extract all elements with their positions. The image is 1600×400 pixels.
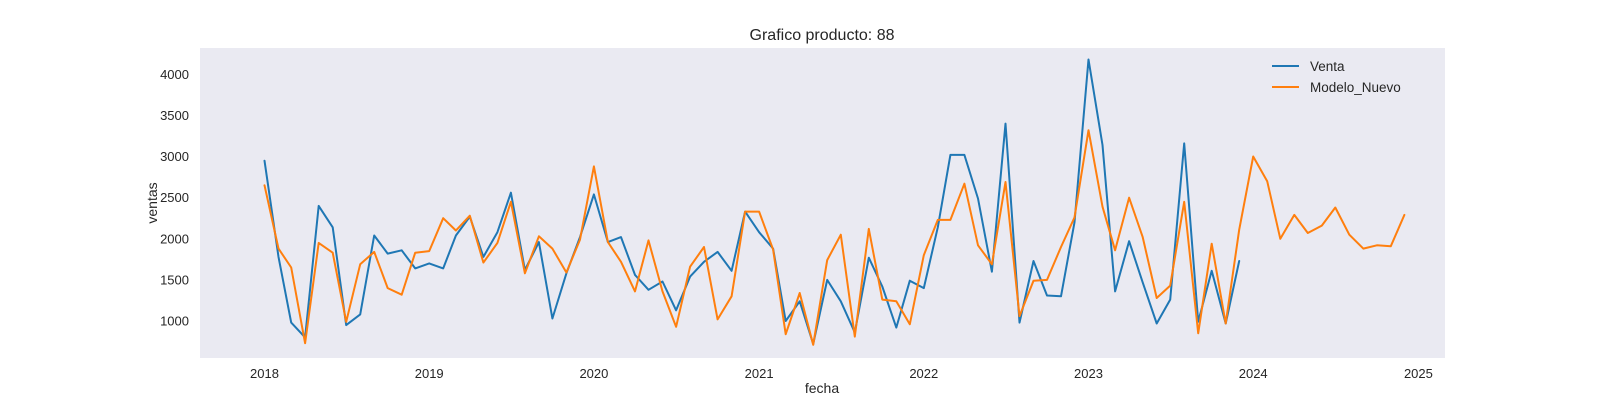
y-tick-label: 3000 [160,149,189,164]
y-tick-labels: 1000 1500 2000 2500 3000 3500 4000 [160,67,189,329]
legend-label: Modelo_Nuevo [1310,80,1401,95]
legend-label: Venta [1310,59,1345,74]
series-line-venta [263,58,1241,345]
y-tick-label: 3500 [160,108,189,123]
x-tick-label: 2018 [250,366,279,381]
series-layer [263,58,1406,346]
y-tick-label: 2000 [160,231,189,246]
x-tick-label: 2025 [1404,366,1433,381]
x-tick-label: 2023 [1074,366,1103,381]
y-tick-label: 1000 [160,314,189,329]
y-tick-label: 1500 [160,272,189,287]
legend: Venta Modelo_Nuevo [1272,59,1401,95]
x-tick-label: 2024 [1239,366,1268,381]
x-tick-label: 2021 [745,366,774,381]
series-line-modelo-nuevo [263,129,1406,346]
y-tick-label: 4000 [160,67,189,82]
y-tick-label: 2500 [160,190,189,205]
x-tick-label: 2019 [415,366,444,381]
plot-background [200,48,1445,358]
x-tick-label: 2020 [579,366,608,381]
x-axis-label: fecha [805,380,839,396]
x-tick-label: 2022 [909,366,938,381]
y-axis-label: ventas [144,182,160,223]
x-tick-labels: 2018 2019 2020 2021 2022 2023 2024 2025 [250,366,1433,381]
chart-title: Grafico producto: 88 [750,27,895,44]
